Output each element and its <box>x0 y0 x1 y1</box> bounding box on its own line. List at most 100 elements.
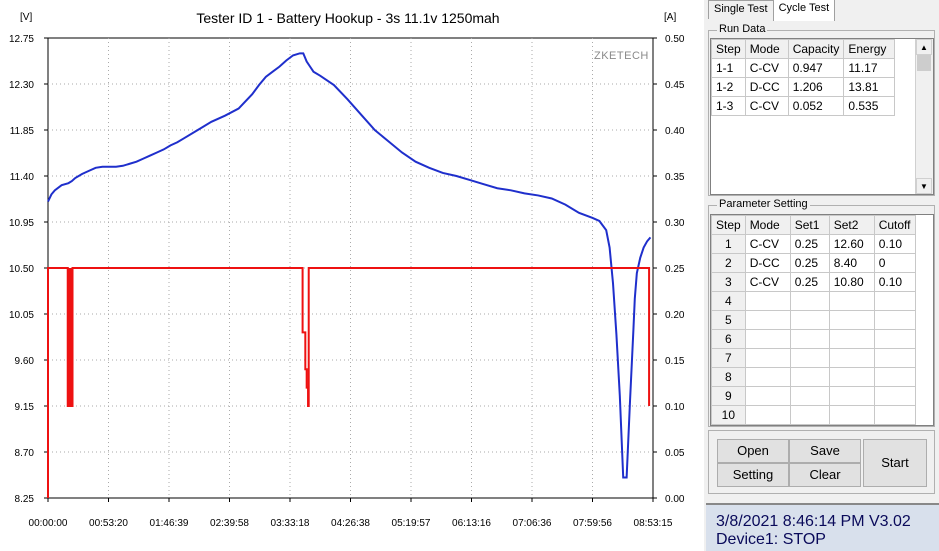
x-tick-label: 03:33:18 <box>271 518 310 529</box>
param-cell: 8.40 <box>828 253 875 273</box>
param-cell <box>873 386 916 406</box>
param-cell <box>873 329 916 349</box>
x-tick-label: 00:00:00 <box>29 518 68 529</box>
param-cell: 1 <box>711 234 746 254</box>
scroll-down-icon[interactable]: ▼ <box>916 178 932 194</box>
param-cell <box>828 367 875 387</box>
button-group: Open Save Setting Clear Start <box>708 430 935 494</box>
param-cell: 0.10 <box>873 272 916 292</box>
param-cell: D-CC <box>744 253 791 273</box>
param-cell <box>828 386 875 406</box>
param-row[interactable]: 9 <box>711 386 916 406</box>
left-tick-label: 11.85 <box>10 126 35 137</box>
run-data-title: Run Data <box>717 23 768 35</box>
param-header-set2: Set2 <box>828 215 875 235</box>
scroll-up-icon[interactable]: ▲ <box>916 39 932 55</box>
run-cell: 11.17 <box>843 58 896 78</box>
x-tick-label: 04:26:38 <box>331 518 370 529</box>
param-cell <box>744 367 791 387</box>
start-button[interactable]: Start <box>863 439 927 487</box>
x-tick-label: 05:19:57 <box>392 518 431 529</box>
left-tick-label: 12.30 <box>9 80 34 91</box>
param-row[interactable]: 3 C-CV 0.25 10.80 0.10 <box>711 272 916 292</box>
run-header-mode: Mode <box>744 39 789 59</box>
run-cell: 1.206 <box>787 77 845 97</box>
param-row[interactable]: 8 <box>711 367 916 387</box>
param-row[interactable]: 7 <box>711 348 916 368</box>
run-cell: C-CV <box>744 96 789 116</box>
setting-button[interactable]: Setting <box>717 463 789 487</box>
open-button[interactable]: Open <box>717 439 789 463</box>
param-cell <box>828 291 875 311</box>
param-cell <box>789 291 830 311</box>
param-cell <box>789 348 830 368</box>
chart-title: Tester ID 1 - Battery Hookup - 3s 11.1v … <box>196 10 499 26</box>
tab-strip: Single Test Cycle Test <box>708 0 836 21</box>
run-row[interactable]: 1-1 C-CV 0.947 11.17 <box>711 58 896 78</box>
param-cell <box>744 386 791 406</box>
clear-button[interactable]: Clear <box>789 463 861 487</box>
left-tick-label: 10.50 <box>9 264 34 275</box>
run-data-table: Step Mode Capacity Energy 1-1 C-CV 0.947 11.17… <box>711 39 896 116</box>
x-tick-label: 07:06:36 <box>513 518 552 529</box>
tab-single-test[interactable]: Single Test <box>708 0 774 19</box>
param-cell: 0.25 <box>789 272 830 292</box>
run-cell: 0.052 <box>787 96 845 116</box>
current-series-line <box>47 267 651 498</box>
right-panel: Single Test Cycle Test Run Data Step Mode… <box>704 0 939 551</box>
param-cell <box>744 348 791 368</box>
param-cell <box>873 405 916 425</box>
current-burst-block <box>67 268 74 406</box>
right-tick-label: 0.45 <box>665 80 685 91</box>
parameter-grid[interactable]: Step Mode Set1 Set2 Cutoff 1 C-CV 0.25 12.60 0.1… <box>710 214 934 426</box>
run-data-grid[interactable]: Step Mode Capacity Energy 1-1 C-CV 0.947 11.17… <box>710 38 934 195</box>
param-cell: 0.25 <box>789 253 830 273</box>
param-header-step: Step <box>711 215 746 235</box>
param-cell: 2 <box>711 253 746 273</box>
param-cell: 10.80 <box>828 272 875 292</box>
run-row[interactable]: 1-2 D-CC 1.206 13.81 <box>711 77 896 97</box>
run-cell: C-CV <box>744 58 789 78</box>
parameter-table: Step Mode Set1 Set2 Cutoff 1 C-CV 0.25 12.60 0.1… <box>711 215 916 425</box>
param-row[interactable]: 2 D-CC 0.25 8.40 0 <box>711 253 916 273</box>
param-row[interactable]: 4 <box>711 291 916 311</box>
chart-area: 12.75 0.50 12.30 0.45 11.85 0.40 11.40 0.35 10.9… <box>0 0 704 551</box>
scroll-thumb[interactable] <box>917 55 931 71</box>
x-tick-label: 06:13:16 <box>452 518 491 529</box>
param-cell <box>744 310 791 330</box>
watermark-text: ZKETECH <box>594 50 649 62</box>
run-cell: D-CC <box>744 77 789 97</box>
param-cell <box>744 405 791 425</box>
run-cell: 1-2 <box>711 77 746 97</box>
param-header-mode: Mode <box>744 215 791 235</box>
param-cell <box>873 348 916 368</box>
run-header-energy: Energy <box>843 39 896 59</box>
left-tick-label: 9.60 <box>15 356 35 367</box>
x-tick-label: 00:53:20 <box>89 518 128 529</box>
param-cell: 9 <box>711 386 746 406</box>
x-tick-label: 08:53:15 <box>634 518 673 529</box>
param-row[interactable]: 6 <box>711 329 916 349</box>
param-cell: 0 <box>873 253 916 273</box>
param-cell <box>789 367 830 387</box>
x-tick-label: 02:39:58 <box>210 518 249 529</box>
tab-cycle-test[interactable]: Cycle Test <box>772 0 836 21</box>
param-header-cutoff: Cutoff <box>873 215 916 235</box>
status-datetime: 3/8/2021 8:46:14 PM V3.02 <box>716 513 911 530</box>
param-cell: C-CV <box>744 234 791 254</box>
run-data-scrollbar[interactable]: ▲ ▼ <box>915 39 933 194</box>
run-row[interactable]: 1-3 C-CV 0.052 0.535 <box>711 96 896 116</box>
left-tick-label: 10.95 <box>9 218 34 229</box>
right-tick-label: 0.50 <box>665 34 685 45</box>
run-cell: 13.81 <box>843 77 896 97</box>
x-tick-label: 07:59:56 <box>573 518 612 529</box>
param-cell <box>828 405 875 425</box>
param-cell <box>744 291 791 311</box>
param-row[interactable]: 10 <box>711 405 916 425</box>
param-row[interactable]: 5 <box>711 310 916 330</box>
x-tick-label: 01:46:39 <box>150 518 189 529</box>
save-button[interactable]: Save <box>789 439 861 463</box>
parameter-group: Parameter Setting Step Mode Set1 Set2 Cutoff… <box>708 198 935 427</box>
param-row[interactable]: 1 C-CV 0.25 12.60 0.10 <box>711 234 916 254</box>
param-cell: 8 <box>711 367 746 387</box>
